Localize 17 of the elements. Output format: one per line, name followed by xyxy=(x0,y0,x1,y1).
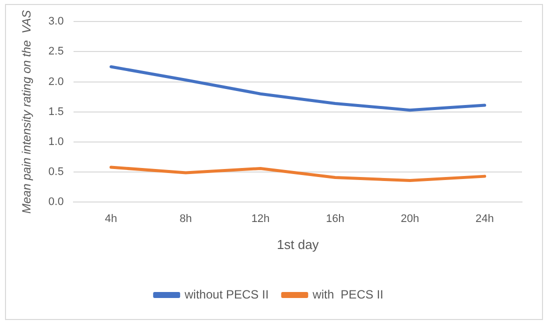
y-tick-label: 0.0 xyxy=(48,196,64,208)
y-axis-title: Mean pain intensity rating on the VAS xyxy=(20,10,34,214)
x-tick-label: 24h xyxy=(475,212,494,225)
y-tick-label: 1.0 xyxy=(48,136,64,148)
y-tick-label: 2.5 xyxy=(48,46,64,58)
x-tick-label: 8h xyxy=(180,212,192,225)
x-tick-label: 12h xyxy=(251,212,270,225)
x-tick-label: 20h xyxy=(400,212,420,225)
y-tick-label: 2.0 xyxy=(48,76,64,88)
x-tick-label: 16h xyxy=(326,212,344,225)
y-tick-label: 0.5 xyxy=(48,166,64,178)
legend-label: with PECS II xyxy=(312,287,384,302)
x-tick-label: 4h xyxy=(104,212,118,225)
x-axis-title: 1st day xyxy=(276,236,320,252)
y-tick-label: 3.0 xyxy=(48,16,64,28)
legend-label: without PECS II xyxy=(184,287,269,302)
y-tick-label: 1.5 xyxy=(48,106,64,118)
